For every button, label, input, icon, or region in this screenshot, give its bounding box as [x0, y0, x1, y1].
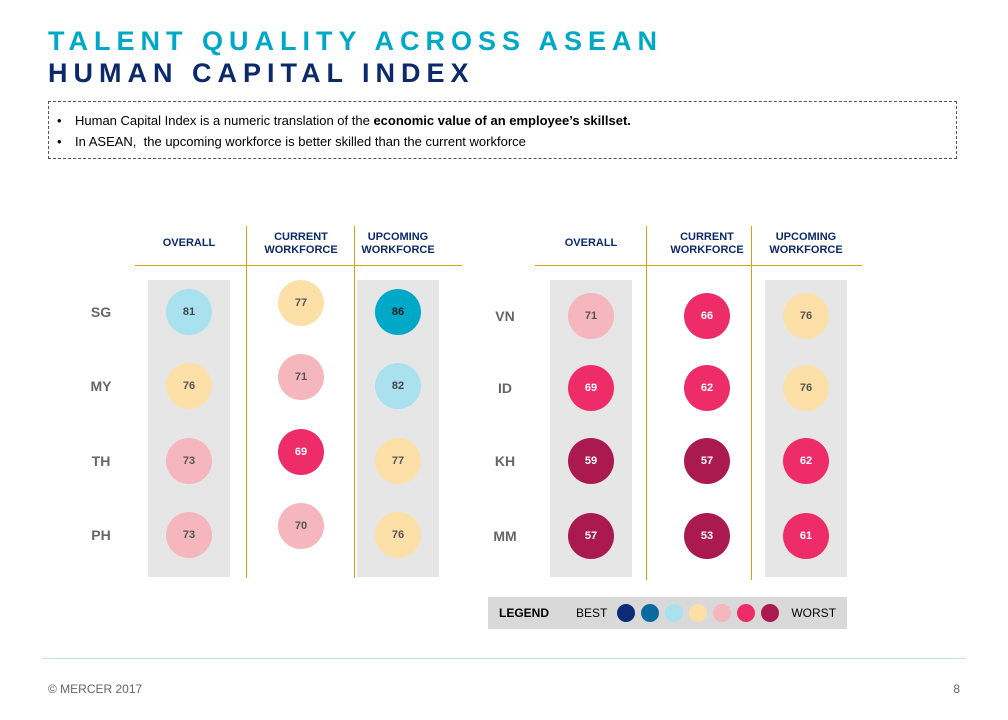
score-bubble-id-current: 62 — [684, 365, 730, 411]
column-header-upcoming: UPCOMING WORKFORCE — [361, 231, 435, 256]
title-line-2: HUMAN CAPITAL INDEX — [48, 58, 475, 88]
column-header-overall: OVERALL — [564, 237, 618, 249]
legend-dot-4 — [689, 604, 708, 622]
note-1: • Human Capital Index is a numeric trans… — [57, 113, 956, 128]
bullet: • — [57, 134, 62, 149]
score-bubble-kh-upcoming: 62 — [783, 438, 829, 484]
score-bubble-th-current: 69 — [278, 429, 324, 475]
note-2-text: In ASEAN, the upcoming workforce is bett… — [75, 134, 526, 149]
column-header-current: CURRENT WORKFORCE — [264, 231, 338, 256]
legend-dot-1 — [617, 604, 636, 622]
header-divider — [135, 265, 462, 266]
legend-dot-7 — [761, 604, 780, 622]
column-divider — [246, 226, 247, 578]
score-bubble-kh-overall: 59 — [568, 438, 614, 484]
country-label-mm: MM — [493, 528, 517, 544]
notes-box: • Human Capital Index is a numeric trans… — [48, 101, 957, 159]
score-bubble-sg-overall: 81 — [166, 289, 212, 335]
legend-scale — [617, 604, 785, 622]
column-divider — [354, 226, 355, 578]
score-bubble-vn-current: 66 — [684, 293, 730, 339]
header-divider — [535, 265, 862, 266]
column-divider — [751, 226, 752, 580]
title-line-1: TALENT QUALITY ACROSS ASEAN — [48, 26, 664, 56]
legend-dot-3 — [665, 604, 684, 622]
note-1-bold: economic value of an employee’s skillset… — [373, 113, 631, 128]
column-header-upcoming: UPCOMING WORKFORCE — [769, 231, 843, 256]
score-bubble-my-overall: 76 — [166, 363, 212, 409]
column-header-current: CURRENT WORKFORCE — [670, 231, 744, 256]
score-bubble-kh-current: 57 — [684, 438, 730, 484]
score-bubble-id-overall: 69 — [568, 365, 614, 411]
legend-title: LEGEND — [499, 606, 550, 620]
score-bubble-ph-upcoming: 76 — [375, 512, 421, 558]
score-bubble-ph-overall: 73 — [166, 512, 212, 558]
footer-divider — [42, 658, 966, 659]
country-label-id: ID — [498, 380, 512, 396]
legend: LEGEND BEST WORST — [488, 597, 847, 629]
copyright: © MERCER 2017 — [48, 682, 143, 696]
note-2: • In ASEAN, the upcoming workforce is be… — [57, 134, 956, 149]
column-header-overall: OVERALL — [162, 237, 216, 249]
score-bubble-ph-current: 70 — [278, 503, 324, 549]
country-label-th: TH — [91, 453, 111, 469]
legend-best-label: BEST — [576, 606, 608, 620]
score-bubble-vn-overall: 71 — [568, 293, 614, 339]
country-label-ph: PH — [91, 527, 111, 543]
legend-dot-2 — [641, 604, 660, 622]
note-1-text: Human Capital Index is a numeric transla… — [75, 113, 374, 128]
country-label-sg: SG — [90, 304, 112, 320]
score-bubble-sg-upcoming: 86 — [375, 289, 421, 335]
column-divider — [646, 226, 647, 580]
score-bubble-sg-current: 77 — [278, 280, 324, 326]
score-bubble-vn-upcoming: 76 — [783, 293, 829, 339]
score-bubble-id-upcoming: 76 — [783, 365, 829, 411]
score-bubble-th-overall: 73 — [166, 438, 212, 484]
score-bubble-my-upcoming: 82 — [375, 363, 421, 409]
score-bubble-mm-current: 53 — [684, 513, 730, 559]
legend-worst-label: WORST — [791, 606, 837, 620]
score-bubble-my-current: 71 — [278, 354, 324, 400]
score-bubble-mm-overall: 57 — [568, 513, 614, 559]
country-label-my: MY — [90, 378, 112, 394]
score-bubble-mm-upcoming: 61 — [783, 513, 829, 559]
bullet: • — [57, 113, 62, 128]
score-bubble-th-upcoming: 77 — [375, 438, 421, 484]
page-number: 8 — [953, 682, 960, 696]
legend-dot-6 — [737, 604, 756, 622]
legend-dot-5 — [713, 604, 732, 622]
country-label-kh: KH — [494, 453, 516, 469]
country-label-vn: VN — [495, 308, 515, 324]
